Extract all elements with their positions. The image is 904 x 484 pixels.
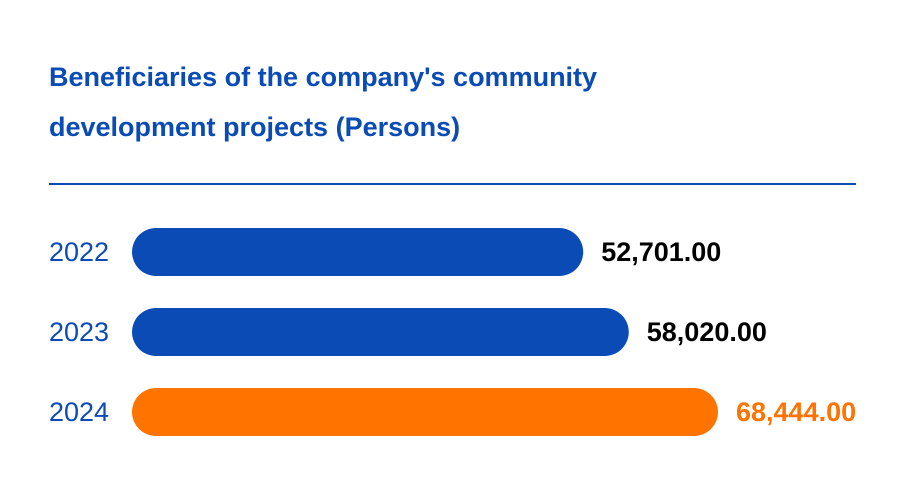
category-label-2023: 2023	[49, 317, 109, 347]
category-label-2022: 2022	[49, 237, 109, 267]
bar-2024	[132, 388, 718, 436]
bar-2022	[132, 228, 584, 276]
category-label-2024: 2024	[49, 397, 109, 427]
bar-2023	[132, 308, 629, 356]
value-label-2022: 52,701.00	[601, 237, 721, 267]
title-divider	[49, 183, 856, 185]
value-label-2024: 68,444.00	[736, 397, 856, 427]
value-label-2023: 58,020.00	[647, 317, 767, 347]
chart-title: Beneficiaries of the company's community…	[49, 62, 598, 142]
